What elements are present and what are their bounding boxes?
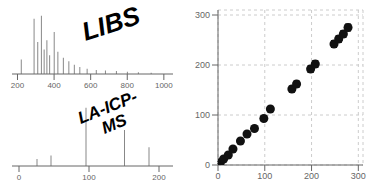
svg-text:1000: 1000 xyxy=(155,81,173,90)
svg-text:0: 0 xyxy=(17,173,22,182)
svg-text:200: 200 xyxy=(195,60,210,70)
svg-text:200: 200 xyxy=(152,173,166,182)
svg-text:200: 200 xyxy=(304,171,319,181)
svg-text:0: 0 xyxy=(205,160,210,170)
svg-text:800: 800 xyxy=(121,81,135,90)
svg-text:300: 300 xyxy=(351,171,366,181)
svg-text:0: 0 xyxy=(215,171,220,181)
svg-text:600: 600 xyxy=(84,81,98,90)
svg-text:100: 100 xyxy=(82,173,96,182)
svg-text:200: 200 xyxy=(11,81,25,90)
svg-text:100: 100 xyxy=(257,171,272,181)
svg-text:300: 300 xyxy=(195,10,210,20)
svg-text:400: 400 xyxy=(47,81,61,90)
svg-text:100: 100 xyxy=(195,110,210,120)
